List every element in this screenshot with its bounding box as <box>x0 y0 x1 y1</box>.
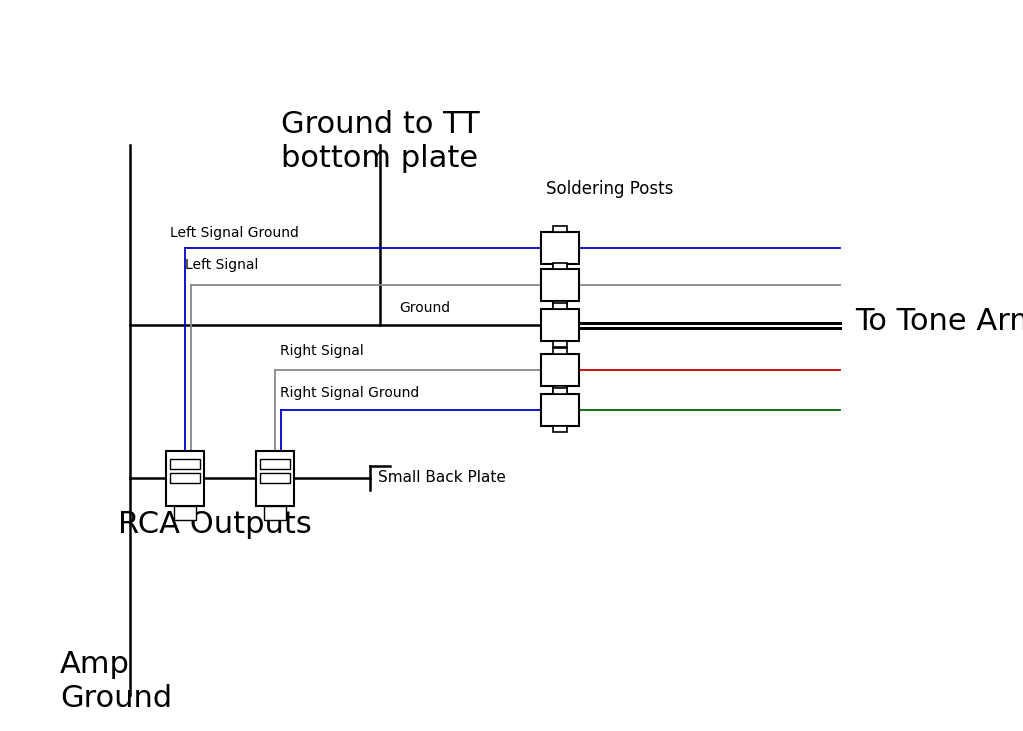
Bar <box>553 426 567 432</box>
Bar <box>541 232 579 264</box>
Bar <box>553 386 567 392</box>
Bar <box>264 506 286 520</box>
Bar <box>553 301 567 307</box>
Text: To Tone Arm: To Tone Arm <box>855 308 1023 336</box>
Bar <box>260 459 290 469</box>
Text: Left Signal Ground: Left Signal Ground <box>170 226 299 240</box>
Text: Ground: Ground <box>399 301 450 315</box>
Bar <box>541 309 579 341</box>
Bar <box>174 506 196 520</box>
Bar <box>170 459 201 469</box>
Bar <box>260 473 290 483</box>
Bar <box>553 348 567 354</box>
Bar <box>553 341 567 347</box>
Text: Soldering Posts: Soldering Posts <box>546 180 674 198</box>
Bar <box>166 450 204 506</box>
Text: Amp
Ground: Amp Ground <box>60 650 172 713</box>
Text: RCA Outputs: RCA Outputs <box>118 510 312 539</box>
Bar <box>541 269 579 301</box>
Bar <box>170 473 201 483</box>
Bar <box>553 388 567 394</box>
Bar <box>256 450 294 506</box>
Text: Small Back Plate: Small Back Plate <box>379 469 506 485</box>
Bar <box>553 263 567 269</box>
Text: Right Signal Ground: Right Signal Ground <box>280 386 419 400</box>
Bar <box>541 354 579 386</box>
Bar <box>541 394 579 426</box>
Bar <box>553 264 567 270</box>
Bar <box>553 226 567 232</box>
Text: Left Signal: Left Signal <box>185 258 259 272</box>
Text: Ground to TT
bottom plate: Ground to TT bottom plate <box>280 110 480 173</box>
Bar <box>553 303 567 309</box>
Text: Right Signal: Right Signal <box>280 344 364 358</box>
